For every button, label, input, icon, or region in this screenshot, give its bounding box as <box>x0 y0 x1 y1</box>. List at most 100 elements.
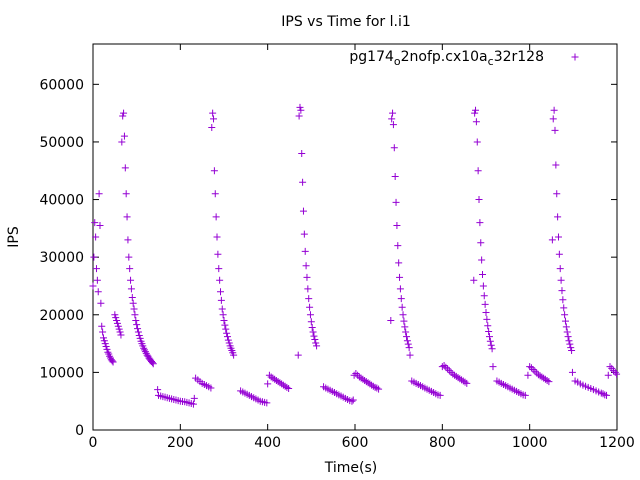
data-point <box>545 378 553 386</box>
y-tick-labels: 0 10000 20000 30000 40000 50000 60000 <box>39 77 84 439</box>
data-point <box>109 358 117 366</box>
data-point <box>606 363 614 371</box>
data-point <box>219 311 227 319</box>
data-point <box>265 371 273 379</box>
data-point <box>389 109 397 117</box>
data-point <box>127 276 135 284</box>
data-point <box>400 317 408 325</box>
data-point <box>189 400 197 408</box>
data-point <box>562 323 570 331</box>
data-point <box>401 323 409 331</box>
data-point <box>398 303 406 311</box>
data-point <box>224 336 232 344</box>
y-tick-label: 60000 <box>39 77 84 93</box>
data-point <box>101 340 109 348</box>
data-point <box>396 273 404 281</box>
data-point <box>403 337 411 345</box>
x-tick-label: 800 <box>429 435 456 451</box>
data-point <box>604 371 612 379</box>
data-point <box>393 221 401 229</box>
data-point <box>557 276 565 284</box>
data-points <box>89 103 621 408</box>
data-point <box>97 299 105 307</box>
data-point <box>223 329 231 337</box>
data-point <box>135 332 143 340</box>
data-point <box>117 331 125 339</box>
data-point <box>387 317 395 325</box>
data-point <box>444 365 452 373</box>
data-point <box>132 317 140 325</box>
data-point <box>140 344 148 352</box>
x-axis-label: Time(s) <box>324 460 377 476</box>
data-point <box>120 132 128 140</box>
data-point <box>312 339 320 347</box>
data-point <box>297 106 305 114</box>
x-tick-label: 1200 <box>599 435 635 451</box>
data-point <box>144 352 152 360</box>
data-point <box>303 273 311 281</box>
legend-label-prefix: pg174 <box>349 49 394 65</box>
data-point <box>283 383 291 391</box>
data-point <box>477 239 485 247</box>
data-point <box>217 296 225 304</box>
data-point <box>133 321 141 329</box>
data-point <box>92 265 100 273</box>
data-point <box>299 178 307 186</box>
data-point <box>149 360 157 368</box>
data-point <box>119 112 127 120</box>
x-tick-label: 600 <box>342 435 369 451</box>
data-point <box>486 337 494 345</box>
data-point <box>123 213 131 221</box>
data-point <box>104 348 112 356</box>
data-point <box>141 348 149 356</box>
data-point <box>556 265 564 273</box>
data-point <box>480 292 488 300</box>
data-point <box>554 233 562 241</box>
data-point <box>404 340 412 348</box>
data-point <box>487 341 495 349</box>
chart-title: IPS vs Time for l.i1 <box>281 14 411 30</box>
data-point <box>375 385 383 393</box>
data-point <box>394 242 402 250</box>
data-point <box>106 352 114 360</box>
data-point <box>555 250 563 258</box>
data-point <box>141 346 149 354</box>
data-point <box>306 311 314 319</box>
legend-label-sub1: o <box>394 55 401 68</box>
y-axis-label: IPS <box>6 226 22 248</box>
data-point <box>543 376 551 384</box>
legend-label-suffix: 32r128 <box>494 49 544 65</box>
data-point <box>115 325 123 333</box>
data-point <box>220 317 228 325</box>
data-point <box>91 219 99 227</box>
data-point <box>113 317 121 325</box>
data-point <box>116 328 124 336</box>
x-tick-label: 0 <box>89 435 98 451</box>
data-point <box>215 265 223 273</box>
data-point <box>230 351 238 359</box>
data-point <box>296 103 304 111</box>
data-point <box>388 115 396 123</box>
data-point <box>548 236 556 244</box>
data-point <box>474 167 482 175</box>
data-point <box>470 276 478 284</box>
data-point <box>563 328 571 336</box>
data-point <box>599 390 607 398</box>
data-point <box>305 295 313 303</box>
data-point <box>89 282 97 290</box>
data-point <box>524 371 532 379</box>
data-point <box>403 333 411 341</box>
data-point <box>221 321 229 329</box>
data-point <box>369 382 377 390</box>
data-point <box>354 371 362 379</box>
data-point <box>472 106 480 114</box>
data-point <box>553 190 561 198</box>
data-point <box>307 318 315 326</box>
data-point <box>90 253 98 261</box>
data-point <box>611 368 619 376</box>
data-point <box>479 282 487 290</box>
data-point <box>222 325 230 333</box>
data-point <box>121 164 129 172</box>
data-point <box>120 109 128 117</box>
data-point <box>551 126 559 134</box>
